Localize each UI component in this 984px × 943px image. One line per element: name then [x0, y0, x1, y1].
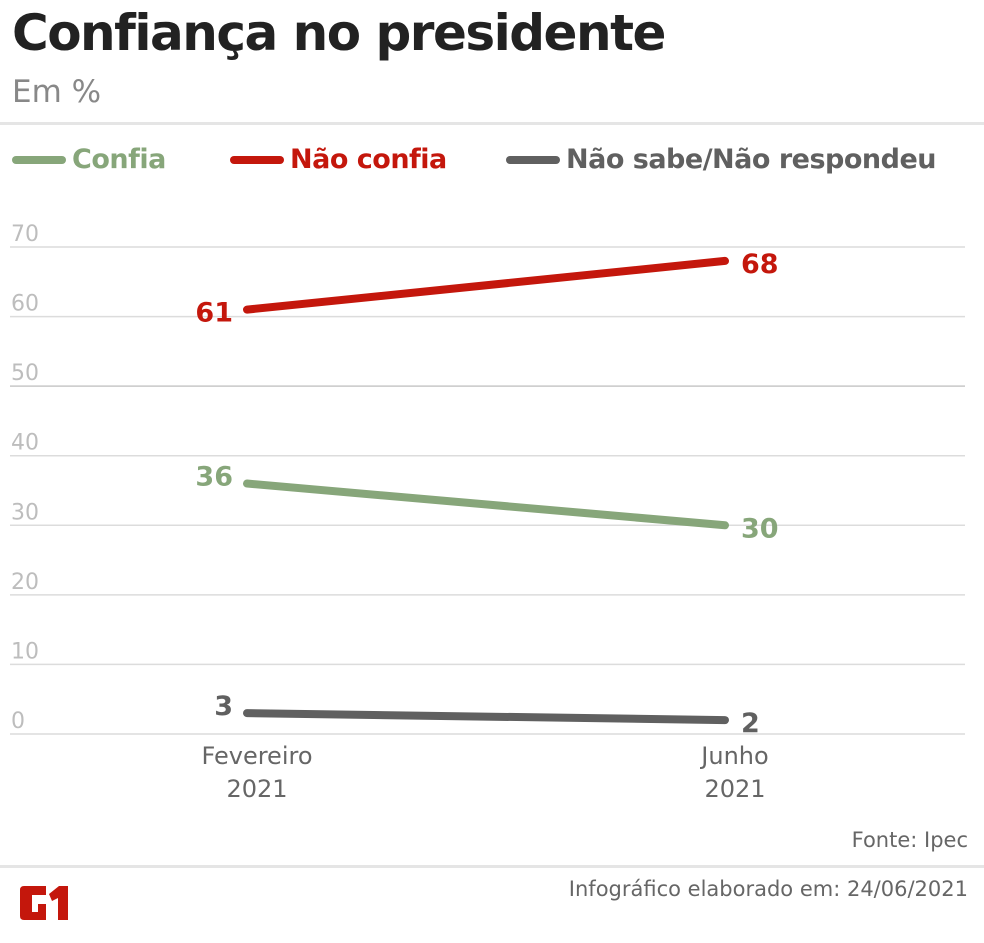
- header-divider: [0, 122, 984, 125]
- source-note: Fonte: Ipec: [851, 828, 968, 852]
- y-tick-label-70: 70: [11, 222, 39, 247]
- line-chart: 0 10 20 30 40 50 60 70 36 30 61 68 3 2 Fevereiro 2021…: [10, 222, 965, 803]
- x-tick-label-0-1: 2021: [226, 775, 287, 803]
- legend-swatch-nao-sabe: [506, 155, 560, 164]
- y-tick-label-10: 10: [11, 639, 39, 664]
- g1-logo-g: [20, 886, 46, 920]
- chart-subtitle: Em %: [12, 74, 102, 110]
- g1-logo: [20, 886, 68, 920]
- legend-swatch-nao-confia: [230, 155, 284, 164]
- legend-label-confia: Confia: [72, 144, 166, 175]
- series-line-nao-confia: [243, 256, 729, 314]
- series-line-confia: [243, 479, 729, 530]
- y-tick-label-30: 30: [11, 500, 39, 525]
- x-tick-label-0-0: Fevereiro: [201, 742, 312, 770]
- elaboration-date: Infográfico elaborado em: 24/06/2021: [568, 877, 968, 901]
- data-label-nao-confia-0: 61: [195, 298, 233, 329]
- data-label-confia-1: 30: [741, 513, 779, 544]
- legend-label-nao-sabe: Não sabe/Não respondeu: [566, 144, 936, 175]
- g1-logo-1: [49, 886, 68, 920]
- legend-swatch-confia: [12, 155, 66, 164]
- grid-layer: 0 10 20 30 40 50 60 70: [10, 222, 965, 735]
- y-tick-label-40: 40: [11, 431, 39, 456]
- y-tick-label-20: 20: [11, 570, 39, 595]
- x-axis: Fevereiro 2021 Junho 2021: [201, 742, 768, 803]
- y-tick-label-0: 0: [11, 709, 25, 734]
- x-tick-label-1-0: Junho: [699, 742, 768, 770]
- series-line-nao-sabe-nao-respondeu: [243, 709, 729, 725]
- data-label-nao-sabe-nao-respondeu-0: 3: [214, 691, 233, 722]
- legend-label-nao-confia: Não confia: [290, 144, 447, 175]
- label-layer: 36 30 61 68 3 2: [195, 249, 778, 739]
- chart-title: Confiança no presidente: [12, 4, 666, 62]
- series-layer: [243, 256, 729, 725]
- y-tick-label-60: 60: [11, 292, 39, 317]
- data-label-nao-sabe-nao-respondeu-1: 2: [741, 708, 760, 739]
- legend-item-nao-sabe: Não sabe/Não respondeu: [506, 144, 936, 175]
- y-tick-label-50: 50: [11, 361, 39, 386]
- data-label-nao-confia-1: 68: [741, 249, 779, 280]
- data-label-confia-0: 36: [195, 462, 233, 493]
- legend-item-confia: Confia: [12, 144, 166, 175]
- legend-item-nao-confia: Não confia: [230, 144, 447, 175]
- footer-divider: [0, 865, 984, 868]
- x-tick-label-1-1: 2021: [704, 775, 765, 803]
